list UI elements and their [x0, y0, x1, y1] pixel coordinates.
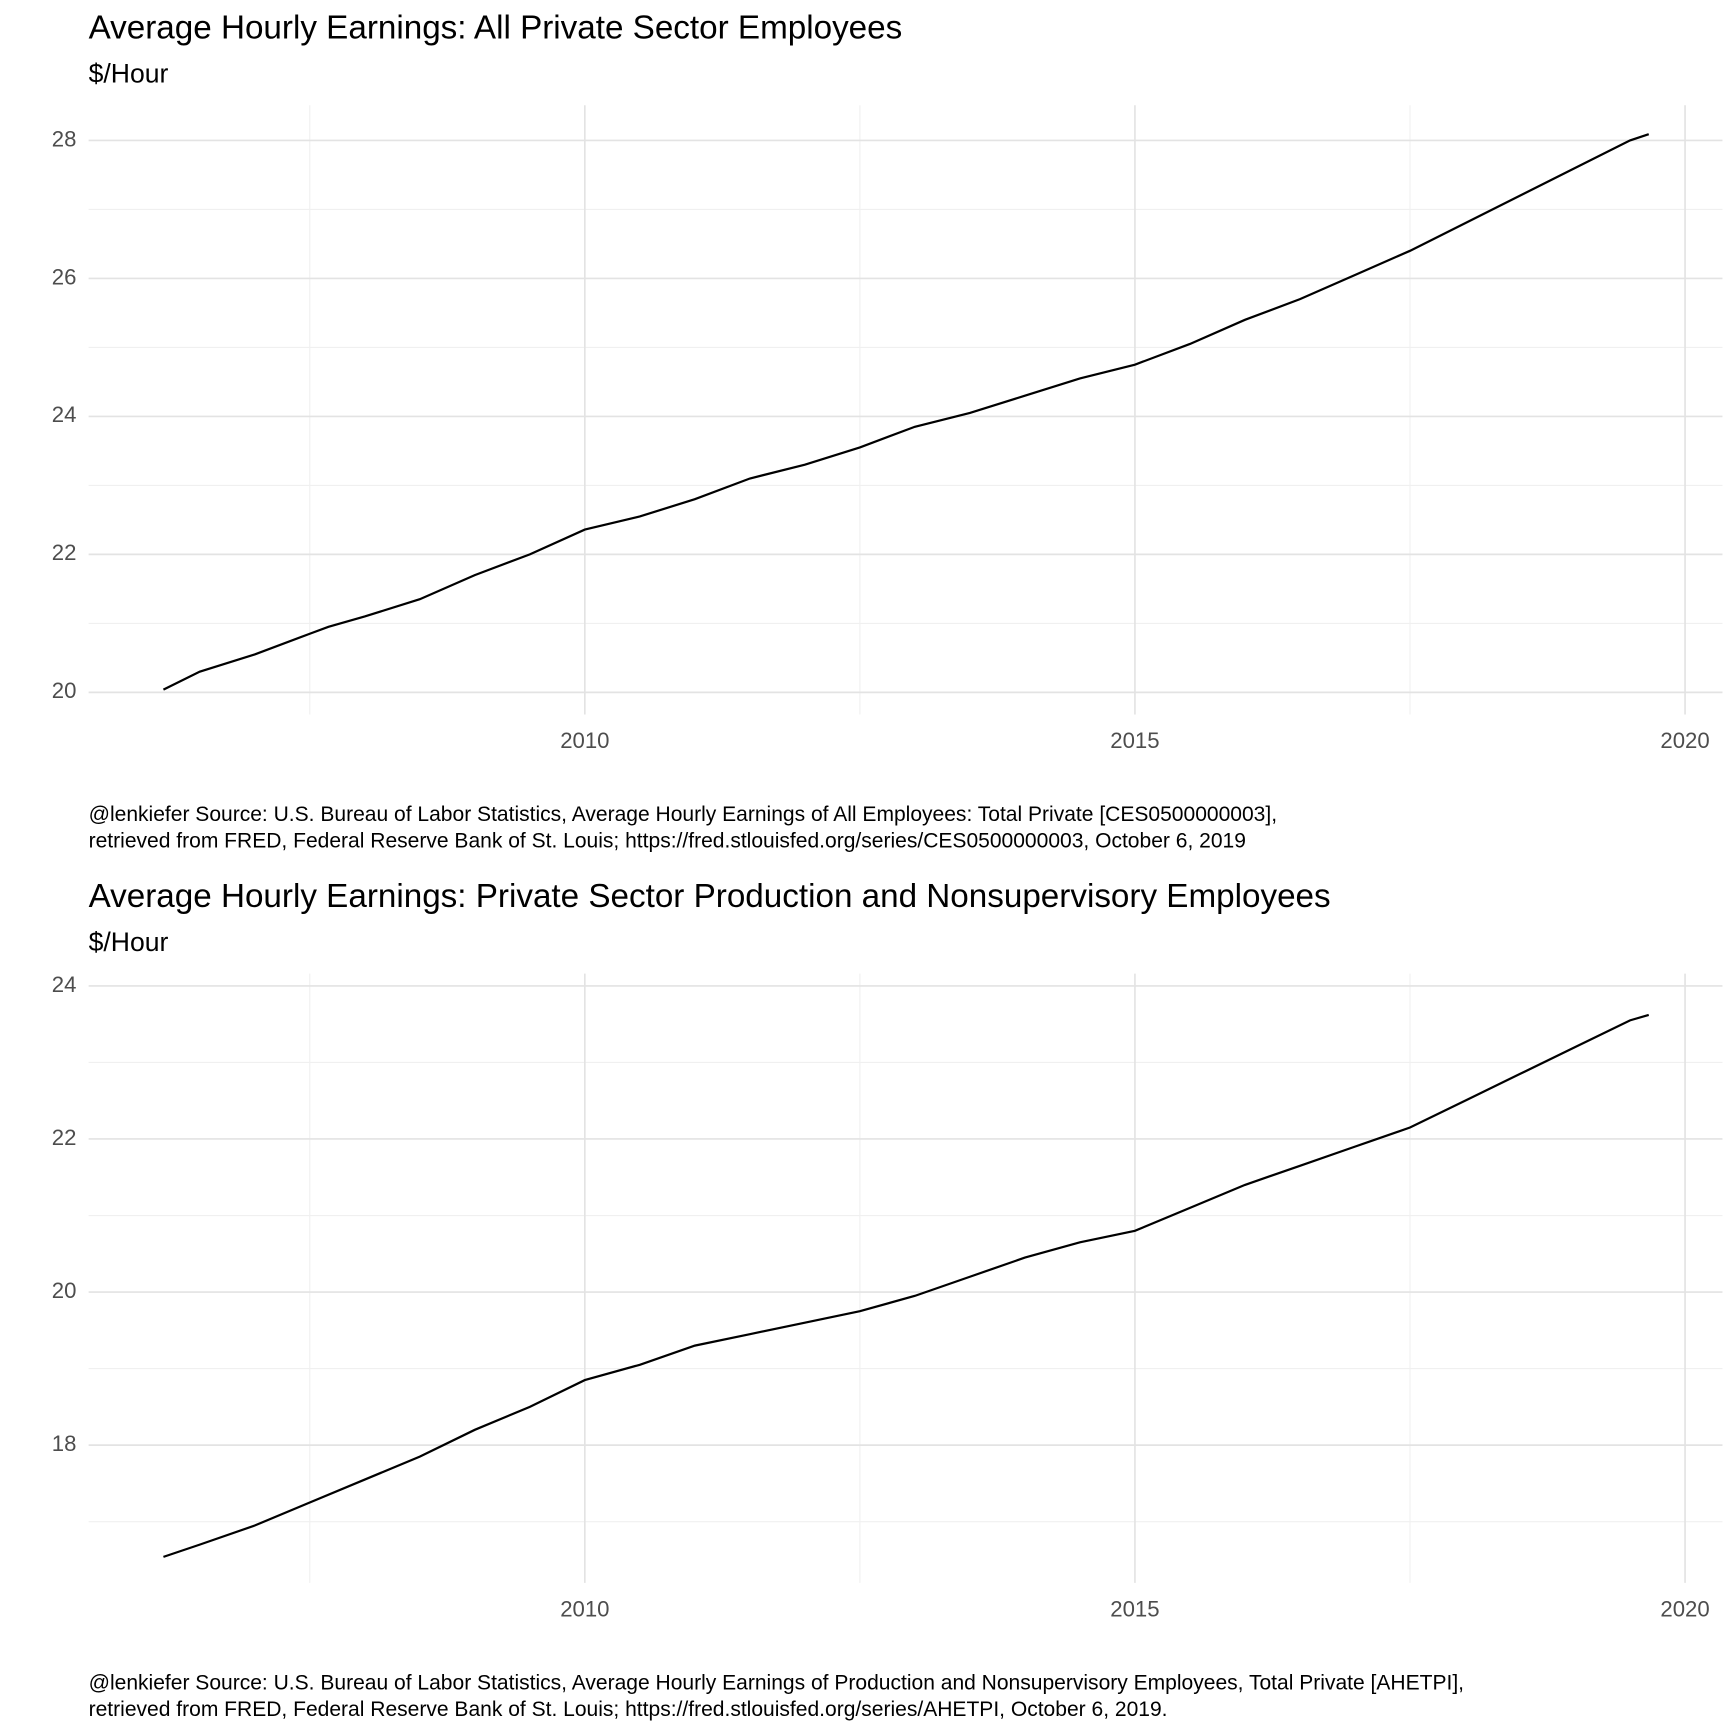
data-line — [162, 133, 1650, 691]
y-tick-label: 20 — [52, 1278, 77, 1303]
chart-title: Average Hourly Earnings: All Private Sec… — [89, 10, 903, 47]
chart-title: Average Hourly Earnings: Private Sector … — [89, 878, 1331, 915]
y-tick-label: 18 — [52, 1431, 77, 1456]
y-tick-label: 22 — [52, 540, 77, 565]
x-tick-label: 2015 — [1110, 1596, 1159, 1621]
y-tick-label: 24 — [52, 972, 77, 997]
chart-subtitle: $/Hour — [89, 58, 169, 88]
caption: @lenkiefer Source: U.S. Bureau of Labor … — [89, 1671, 1464, 1694]
y-tick-label: 20 — [52, 678, 77, 703]
y-tick-label: 28 — [52, 126, 77, 151]
caption: retrieved from FRED, Federal Reserve Ban… — [89, 1698, 1168, 1721]
caption: @lenkiefer Source: U.S. Bureau of Labor … — [89, 803, 1277, 826]
y-tick-label: 26 — [52, 264, 77, 289]
x-tick-label: 2015 — [1110, 728, 1159, 753]
x-tick-label: 2010 — [560, 1596, 609, 1621]
chart-subtitle: $/Hour — [89, 927, 169, 957]
y-tick-label: 22 — [52, 1125, 77, 1150]
y-tick-label: 24 — [52, 402, 77, 427]
x-tick-label: 2020 — [1660, 728, 1709, 753]
caption: retrieved from FRED, Federal Reserve Ban… — [89, 829, 1246, 852]
x-tick-label: 2020 — [1660, 1596, 1709, 1621]
x-tick-label: 2010 — [560, 728, 609, 753]
data-line — [163, 1013, 1650, 1558]
